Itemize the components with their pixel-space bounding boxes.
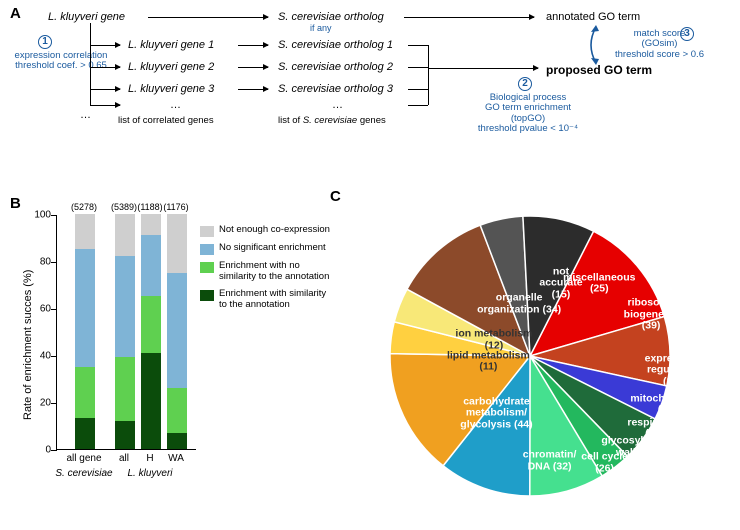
- panel-b: B Rate of enrichment succes (%) 02040608…: [10, 195, 320, 515]
- step-1-num: 1: [38, 35, 52, 49]
- bar-column: [167, 214, 187, 449]
- bar-column: [75, 214, 95, 449]
- flow-mid: S. cerevisiae ortholog: [278, 11, 384, 23]
- panel-b-label: B: [10, 195, 21, 212]
- step-1-text: expression correlationthreshold coef. > …: [6, 51, 116, 72]
- list-mid-2: S. cerevisiae ortholog 2: [278, 61, 393, 73]
- hline: [408, 89, 428, 90]
- vline: [90, 23, 91, 105]
- pie-chart: ribosomebiogenesis (39)expressionregulat…: [380, 206, 680, 506]
- legend-row: Enrichment with no similarity to the ann…: [200, 261, 330, 283]
- flow-mid-sub: if any: [310, 23, 332, 33]
- list-left-3: L. kluyveri gene 3: [128, 83, 214, 95]
- legend-row: Enrichment with similarity to the annota…: [200, 289, 330, 311]
- arrow: [428, 68, 538, 69]
- list-mid-1: S. cerevisiae ortholog 1: [278, 39, 393, 51]
- flow-proposed: proposed GO term: [546, 63, 652, 77]
- arrow: [90, 89, 120, 90]
- legend-row: Not enough co-expression: [200, 225, 330, 237]
- panel-a: A L. kluyveri gene S. cerevisiae ortholo…: [10, 5, 730, 175]
- ellipsis: …: [332, 99, 343, 111]
- vline: [428, 45, 429, 105]
- arrow: [238, 89, 268, 90]
- arrow: [90, 45, 120, 46]
- arrow: [148, 17, 268, 18]
- step-3-text: match score(GOsim)threshold score > 0.6: [615, 29, 704, 60]
- list-left-2: L. kluyveri gene 2: [128, 61, 214, 73]
- panel-c-label: C: [330, 188, 341, 205]
- legend-row: No significant enrichment: [200, 243, 330, 255]
- panel-a-label: A: [10, 5, 21, 22]
- list-mid-3: S. cerevisiae ortholog 3: [278, 83, 393, 95]
- double-arrow-icon: [582, 23, 612, 67]
- bar-chart: 020406080100: [56, 215, 196, 450]
- arrow: [90, 67, 120, 68]
- arrow: [90, 105, 120, 106]
- arrow: [238, 45, 268, 46]
- flow-source: L. kluyveri gene: [48, 11, 125, 23]
- step-2-num: 2: [518, 77, 532, 91]
- bar-column: [141, 214, 161, 449]
- flow-annotated: annotated GO term: [546, 11, 640, 23]
- ellipsis: …: [170, 99, 181, 111]
- step-2-text: Biological processGO term enrichment(top…: [470, 93, 586, 135]
- legend-b: Not enough co-expression No significant e…: [200, 225, 330, 317]
- arrow: [238, 67, 268, 68]
- arrow: [404, 17, 534, 18]
- ellipsis: …: [80, 109, 91, 121]
- bar-column: [115, 214, 135, 449]
- list-left-1: L. kluyveri gene 1: [128, 39, 214, 51]
- caption-left: list of correlated genes: [118, 115, 214, 126]
- hline: [408, 67, 428, 68]
- caption-mid: list of S. cerevisiae genes: [278, 115, 386, 126]
- panel-c: C ribosomebiogenesis (39)expressionregul…: [330, 188, 730, 523]
- hline: [408, 105, 428, 106]
- hline: [408, 45, 428, 46]
